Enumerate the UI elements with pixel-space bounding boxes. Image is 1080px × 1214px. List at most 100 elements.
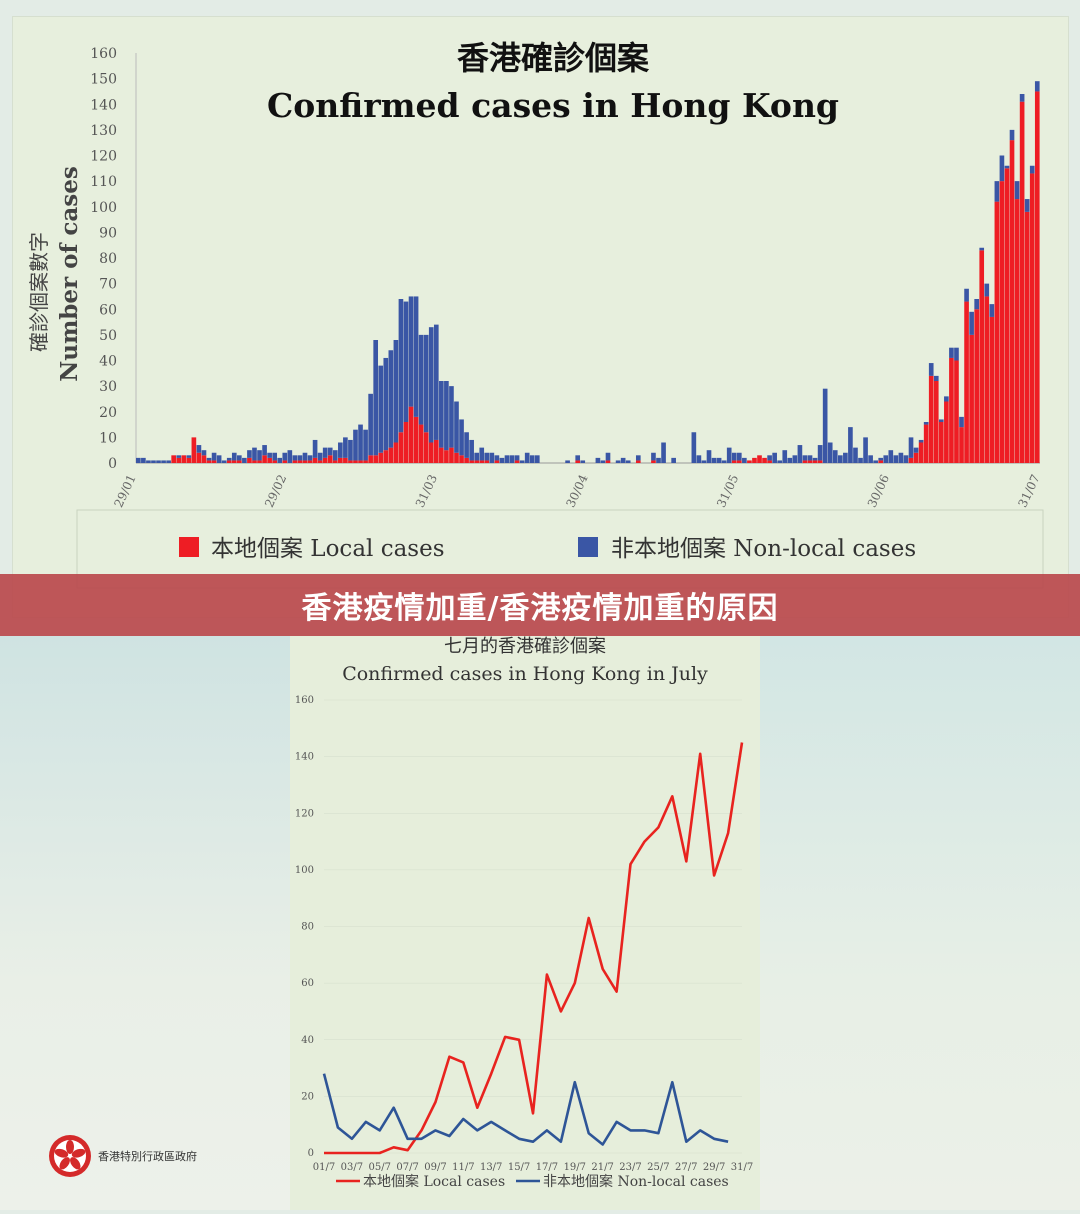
bar-nonlocal [292,455,298,461]
bottom-chart-panel: 七月的香港確診個案 Confirmed cases in Hong Kong i… [290,636,760,1210]
bar-nonlocal [529,455,535,463]
bar-nonlocal [297,455,303,461]
line-x-tick-label: 29/7 [703,1162,725,1173]
line-x-tick-label: 23/7 [619,1162,641,1173]
bar-nonlocal [742,457,747,463]
bar-nonlocal [893,455,899,463]
bar-nonlocal [444,381,449,451]
bar-local [605,460,611,463]
bar-nonlocal [408,296,414,407]
bar-local [1004,168,1010,463]
bar-nonlocal [848,427,853,463]
bar-local [762,457,767,463]
bar-local [938,422,944,463]
bar-nonlocal [620,457,626,463]
bar-nonlocal [196,445,202,453]
bar-local [984,296,990,463]
bar-nonlocal [216,455,222,463]
bar-local [949,357,954,463]
x-tick-label: 29/01 [111,472,138,509]
bar-nonlocal [383,357,389,451]
bar-nonlocal [469,439,474,461]
x-tick-label: 31/03 [413,472,440,509]
bar-nonlocal [994,181,1000,202]
bar-nonlocal [348,439,353,461]
bar-local [918,442,924,463]
bar-nonlocal [509,455,515,463]
bar-local [1014,199,1020,463]
legend-local-label: 本地個案 Local cases [211,536,445,562]
bar-nonlocal [949,347,954,358]
bar-nonlocal [211,452,217,461]
bar-local [989,316,995,463]
line-x-tick-label: 01/7 [313,1162,335,1173]
bar-nonlocal [984,283,990,297]
bar-nonlocal [156,460,161,463]
bar-nonlocal [878,457,884,461]
bar-nonlocal [459,419,464,456]
line-y-tick-label: 120 [295,808,314,819]
bar-local [817,460,823,463]
bar-local [575,460,581,463]
bar-nonlocal [302,452,308,461]
bar-local [201,455,207,463]
bar-nonlocal [923,422,929,425]
bar-nonlocal [701,460,707,463]
bar-nonlocal [979,247,985,251]
line-y-tick-label: 100 [295,865,314,876]
bar-nonlocal [696,455,702,463]
bar-local [449,447,454,463]
bar-nonlocal [433,324,439,440]
bar-nonlocal [489,452,495,463]
y-tick-label: 40 [99,354,117,370]
bar-nonlocal [514,455,520,461]
y-tick-label: 0 [108,456,117,472]
line-x-tick-label: 05/7 [368,1162,390,1173]
bar-local [954,360,959,463]
line-x-tick-label: 25/7 [647,1162,669,1173]
bar-nonlocal [439,381,444,448]
bar-nonlocal [1004,165,1010,169]
bar-local [433,439,439,463]
bar-local [969,334,974,463]
bar-local [206,460,212,463]
line-x-tick-label: 21/7 [591,1162,613,1173]
x-tick-label: 31/05 [714,472,741,509]
bar-nonlocal [1034,81,1040,92]
bar-nonlocal [837,455,843,463]
y-tick-label: 50 [99,328,117,344]
bar-local [1009,140,1015,463]
line-y-tick-label: 40 [301,1035,314,1046]
bar-local [444,450,449,463]
banner-text: 香港疫情加重/香港疫情加重的原因 [301,591,779,626]
bar-nonlocal [716,457,722,463]
bar-nonlocal [504,455,510,463]
bar-local [272,460,278,463]
line-x-tick-label: 03/7 [341,1162,363,1173]
bar-nonlocal [332,450,338,461]
bar-local [332,460,338,463]
x-tick-label: 29/02 [262,472,289,509]
bar-nonlocal [277,457,283,463]
bar-nonlocal [797,445,803,463]
bar-nonlocal [312,439,318,458]
bar-local [1034,91,1040,463]
bar-nonlocal [454,401,459,453]
y-tick-label: 10 [99,430,117,446]
line-x-tick-label: 19/7 [564,1162,586,1173]
line-y-tick-label: 60 [301,978,314,989]
bar-local [1024,211,1030,463]
bar-nonlocal [282,452,288,461]
bar-local [252,460,257,463]
y-tick-label: 130 [90,123,117,139]
bar-local [267,457,272,463]
bar-local [353,460,358,463]
bar-nonlocal [317,452,323,461]
bar-nonlocal [817,445,823,461]
bar-nonlocal [353,429,358,461]
bar-local [767,460,772,463]
bar-nonlocal [868,455,873,463]
line-x-tick-label: 09/7 [424,1162,446,1173]
bar-nonlocal [580,460,586,463]
bar-nonlocal [767,455,772,461]
